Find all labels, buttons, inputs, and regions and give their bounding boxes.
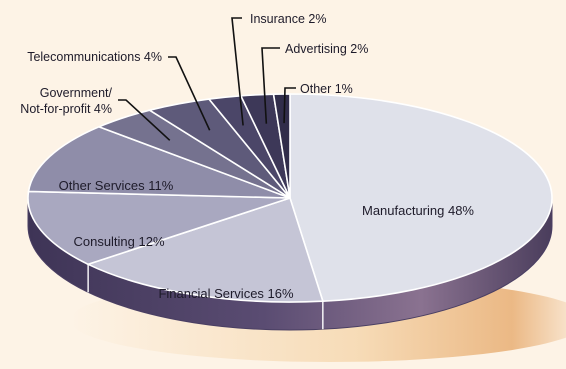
label-government-line1: Government/	[40, 86, 113, 100]
slice-labels: Manufacturing 48% Financial Services 16%…	[20, 12, 474, 301]
label-telecommunications: Telecommunications 4%	[27, 50, 162, 64]
label-government-line2: Not-for-profit 4%	[20, 102, 112, 116]
label-advertising: Advertising 2%	[285, 42, 368, 56]
label-financial-services: Financial Services 16%	[158, 286, 294, 301]
label-other-services: Other Services 11%	[59, 178, 174, 193]
label-insurance: Insurance 2%	[250, 12, 326, 26]
pie-slice-manufacturing	[289, 93, 553, 303]
leader-government	[118, 99, 171, 141]
leader-insurance	[231, 17, 244, 126]
leader-lines	[118, 17, 296, 141]
leader-telecommunications	[168, 56, 211, 131]
pie-slices	[27, 93, 553, 303]
label-other: Other 1%	[300, 82, 353, 96]
leader-advertising	[261, 47, 280, 124]
pie-slice-other	[272, 93, 291, 199]
pie-slice-financial-services	[85, 196, 324, 303]
label-manufacturing: Manufacturing 48%	[362, 203, 474, 218]
label-consulting: Consulting 12%	[73, 234, 164, 249]
pie-slice-consulting	[27, 190, 291, 266]
pie-slice-other-services	[27, 125, 291, 199]
leader-other	[283, 87, 296, 124]
